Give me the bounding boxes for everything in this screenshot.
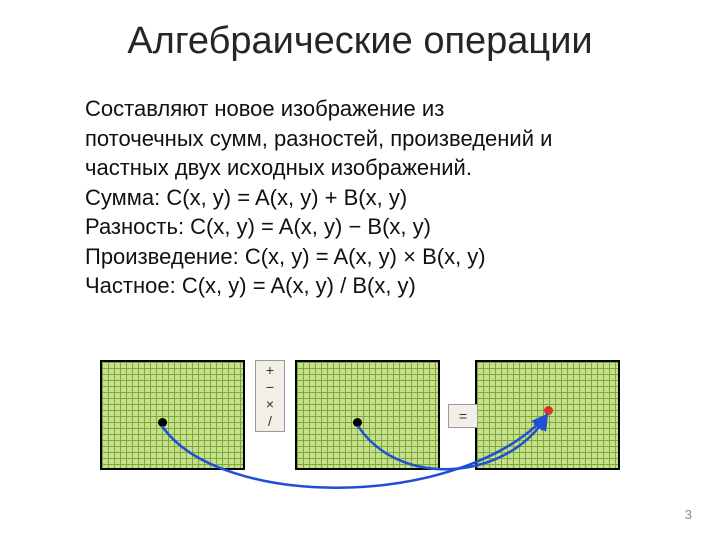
grid-box-b [295, 360, 440, 470]
page-number: 3 [685, 507, 692, 522]
body-line-2: поточечных сумм, разностей, произведений… [85, 125, 645, 153]
slide-title: Алгебраические операции [0, 20, 720, 63]
slide-body: Составляют новое изображение из поточечн… [85, 95, 645, 302]
equals-label: = [459, 408, 467, 424]
body-line-6: Произведение: C(x, y) = A(x, y) × B(x, y… [85, 243, 645, 271]
grid-box-c [475, 360, 620, 470]
pixel-dot-c [544, 406, 553, 415]
slide: Алгебраические операции Составляют новое… [0, 0, 720, 540]
body-line-7: Частное: C(x, y) = A(x, y) / B(x, y) [85, 272, 645, 300]
body-line-3: частных двух исходных изображений. [85, 154, 645, 182]
body-line-5: Разность: C(x, y) = A(x, y) − B(x, y) [85, 213, 645, 241]
grid-box-a [100, 360, 245, 470]
equals-box: = [448, 404, 478, 428]
op-plus: + [256, 362, 284, 379]
operator-box: + − × / [255, 360, 285, 432]
op-times: × [256, 396, 284, 413]
body-line-1: Составляют новое изображение из [85, 95, 645, 123]
operation-diagram: + − × / = [100, 360, 620, 500]
pixel-dot-a [158, 418, 167, 427]
body-line-4: Сумма: C(x, y) = A(x, y) + B(x, y) [85, 184, 645, 212]
pixel-dot-b [353, 418, 362, 427]
op-divide: / [256, 413, 284, 430]
op-minus: − [256, 379, 284, 396]
